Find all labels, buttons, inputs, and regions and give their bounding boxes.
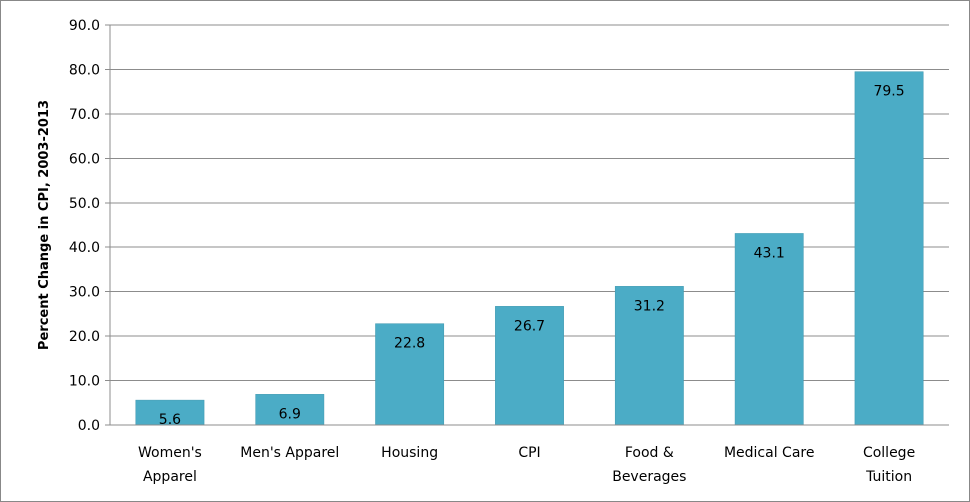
x-category-label: CPI — [518, 445, 540, 461]
x-category-label: Medical Care — [724, 445, 815, 461]
x-category-label: Beverages — [612, 469, 686, 485]
x-category-label: Women's — [138, 445, 202, 461]
y-tick-label: 40.0 — [69, 240, 100, 256]
x-category-label: Men's Apparel — [240, 445, 339, 461]
data-label: 26.7 — [514, 318, 545, 334]
y-tick-label: 70.0 — [69, 107, 100, 123]
data-label: 6.9 — [279, 406, 301, 422]
x-category-labels: Women's Apparel Men's Apparel Housing CPI Foo… — [138, 445, 915, 485]
bar — [854, 71, 924, 426]
bar — [135, 399, 205, 426]
y-tick-label: 60.0 — [69, 151, 100, 167]
y-tick-label: 80.0 — [69, 62, 100, 78]
bar — [734, 233, 804, 426]
x-category-label: Food & — [625, 445, 674, 461]
bar — [255, 394, 325, 426]
data-labels: 5.6 6.9 22.8 26.7 31.2 43.1 79.5 — [159, 84, 905, 428]
x-category-label: College — [863, 445, 915, 461]
y-tick-labels: 0.0 10.0 20.0 30.0 40.0 50.0 60.0 70.0 80.0 90.0 — [69, 18, 100, 434]
bar — [495, 306, 564, 426]
x-category-label: Tuition — [865, 469, 912, 485]
y-tick-label: 10.0 — [69, 374, 100, 390]
bar — [375, 323, 445, 426]
y-tick-label: 30.0 — [69, 285, 100, 301]
data-label: 79.5 — [873, 84, 904, 100]
y-axis-title: Percent Change in CPI, 2003-2013 — [37, 100, 52, 350]
data-label: 31.2 — [634, 298, 665, 314]
x-category-label: Apparel — [143, 469, 197, 485]
y-tick-label: 90.0 — [69, 18, 100, 34]
axes — [109, 25, 949, 426]
bars — [135, 71, 924, 426]
data-label: 43.1 — [754, 245, 785, 261]
y-tick-label: 50.0 — [69, 196, 100, 212]
x-category-label: Housing — [381, 445, 438, 461]
y-tick-label: 20.0 — [69, 329, 100, 345]
gridlines — [105, 24, 949, 426]
data-label: 5.6 — [159, 412, 181, 428]
bar — [614, 286, 684, 426]
y-tick-label: 0.0 — [78, 418, 100, 434]
data-label: 22.8 — [394, 336, 425, 352]
